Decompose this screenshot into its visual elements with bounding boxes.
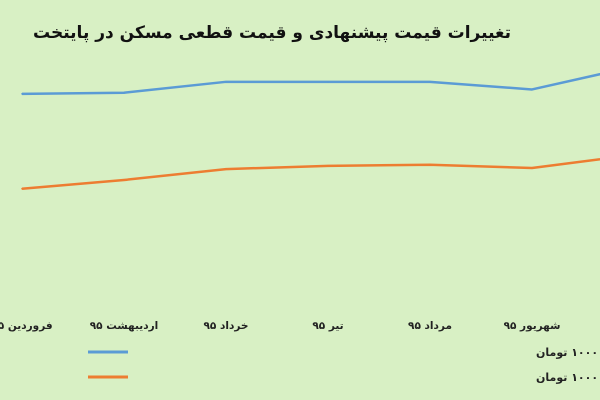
x-axis-tick-labels: فروردین ۹۵ اردیبهشت ۹۵ خرداد ۹۵ تیر ۹۵ مرداد… (0, 320, 560, 332)
data-point-s1-3 (327, 165, 329, 167)
x-tick-label: مرداد ۹۵ (408, 320, 452, 332)
data-point-s0-0 (21, 93, 23, 95)
x-tick-label: فروردین ۹۵ (0, 320, 53, 332)
legend-label-1: میانگین قیمت قطعی آپارتمان های فروش رفته… (536, 370, 600, 384)
data-point-s1-1 (123, 179, 125, 181)
chart-title: تغییرات قیمت پیشنهادی و قیمت قطعی مسکن د… (33, 23, 511, 43)
x-tick-label: اردیبهشت ۹۵ (90, 320, 158, 332)
legend-label-0: متوسط قیمت پیشنهادی فروشنده ها در ۹ منطق… (536, 346, 600, 359)
data-point-s1-2 (225, 168, 227, 170)
x-tick-label: تیر ۹۵ (312, 320, 343, 332)
data-point-s1-5 (531, 167, 533, 169)
data-point-s0-4 (429, 81, 431, 83)
series-line-0 (21, 72, 600, 96)
data-point-s1-0 (21, 187, 23, 190)
data-point-s1-4 (429, 163, 431, 166)
data-point-s0-3 (327, 81, 329, 83)
x-tick-label: خرداد ۹۵ (204, 320, 249, 332)
data-point-s0-2 (225, 81, 227, 83)
data-point-s0-1 (123, 91, 125, 94)
x-tick-label: شهریور ۹۵ (504, 320, 561, 332)
legend: متوسط قیمت پیشنهادی فروشنده ها در ۹ منطق… (88, 346, 600, 384)
plot-area (21, 72, 600, 190)
series-line-1 (21, 158, 600, 190)
data-point-s0-5 (531, 88, 533, 91)
